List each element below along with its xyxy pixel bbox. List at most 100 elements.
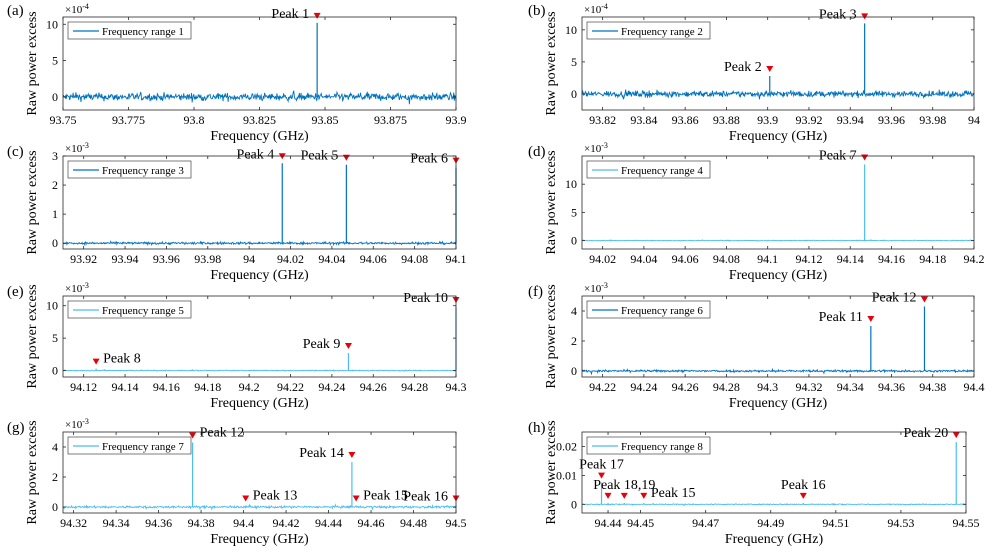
legend-box xyxy=(586,21,711,40)
panel-label: (c) xyxy=(7,144,24,160)
x-tick-label: 94.08 xyxy=(713,252,740,266)
legend-box xyxy=(586,436,711,455)
panel-e: (e) Peak 8 Peak 9 Peak 10 94.12 94.14 94.16 94.… xyxy=(7,281,467,411)
y-tick-label: 2 xyxy=(52,178,58,192)
y-exponent-base: ×10 xyxy=(65,143,83,155)
y-exponent-power: -3 xyxy=(82,417,89,426)
x-axis-label: Frequency (GHz) xyxy=(210,396,309,411)
peak-label: Peak 14 xyxy=(299,446,344,461)
x-axis-label: Frequency (GHz) xyxy=(725,532,824,547)
y-axis-label: Raw power excess xyxy=(25,150,40,254)
legend: Frequency range 6 xyxy=(586,300,711,319)
x-tick-label: 94.3 xyxy=(757,380,778,394)
x-tick-label: 93.94 xyxy=(112,252,139,266)
x-tick-label: 93.86 xyxy=(672,113,699,127)
peak-label: Peak 17 xyxy=(579,458,624,473)
x-tick-label: 93.96 xyxy=(878,113,905,127)
x-tick-label: 94.16 xyxy=(153,380,180,394)
y-exponent-base: ×10 xyxy=(584,283,602,295)
x-tick-label: 94.55 xyxy=(953,516,980,530)
noise-trace xyxy=(62,240,457,247)
panel-a: (a) Peak 1 93.75 93.775 93.8 93.825 93.85 93.87… xyxy=(7,2,467,144)
y-exponent: ×10-3 xyxy=(584,141,608,155)
x-tick-label: 94.18 xyxy=(194,380,221,394)
x-tick-label: 94.36 xyxy=(145,516,172,530)
peak-label: Peak 20 xyxy=(904,426,949,441)
x-tick-label: 93.98 xyxy=(194,252,221,266)
x-tick-label: 94.26 xyxy=(672,380,699,394)
peak-label: Peak 2 xyxy=(724,60,762,75)
x-tick-label: 94.06 xyxy=(672,252,699,266)
peak-label: Peak 8 xyxy=(103,352,141,367)
peak-label: Peak 11 xyxy=(819,310,863,325)
y-exponent: ×10-3 xyxy=(65,417,89,431)
y-tick-label: 5 xyxy=(571,55,577,69)
x-tick-label: 93.825 xyxy=(243,113,276,127)
peak-marker xyxy=(920,296,928,303)
x-tick-label: 94.06 xyxy=(360,252,387,266)
peak-marker xyxy=(344,343,352,350)
x-tick-label: 94.1 xyxy=(446,252,467,266)
y-tick-label: 0 xyxy=(571,497,577,511)
noise-trace xyxy=(62,90,457,105)
x-tick-label: 94.12 xyxy=(70,380,97,394)
peak-marker xyxy=(313,12,321,19)
y-tick-label: 0 xyxy=(571,87,577,101)
y-tick-label: 4 xyxy=(52,440,58,454)
x-tick-label: 93.875 xyxy=(374,113,407,127)
y-exponent: ×10-4 xyxy=(65,2,89,16)
panel-label: (b) xyxy=(528,3,546,19)
x-tick-label: 94.28 xyxy=(401,380,428,394)
peak-label: Peak 12 xyxy=(200,426,245,441)
y-exponent-power: -4 xyxy=(82,2,89,11)
y-tick-label: 10 xyxy=(46,299,58,313)
x-tick-label: 94.14 xyxy=(837,252,864,266)
legend-label: Frequency range 1 xyxy=(102,26,184,38)
x-tick-label: 94.48 xyxy=(400,516,427,530)
legend-label: Frequency range 3 xyxy=(102,165,184,177)
x-tick-label: 94.28 xyxy=(713,380,740,394)
x-tick-label: 94.3 xyxy=(446,380,467,394)
y-tick-label: 10 xyxy=(565,177,577,191)
y-exponent: ×10-3 xyxy=(584,281,608,295)
noise-trace xyxy=(581,238,975,242)
legend-label: Frequency range 5 xyxy=(102,305,184,317)
x-tick-label: 94.14 xyxy=(112,380,139,394)
panel-label: (e) xyxy=(7,284,24,300)
x-tick-label: 94.02 xyxy=(277,252,304,266)
peak-marker xyxy=(189,432,197,439)
x-tick-label: 94.18 xyxy=(919,252,946,266)
x-axis-label: Frequency (GHz) xyxy=(729,268,828,283)
y-exponent-power: -3 xyxy=(601,141,608,150)
y-tick-label: 1 xyxy=(52,207,58,221)
peak-marker xyxy=(861,13,869,20)
x-tick-label: 93.84 xyxy=(630,113,657,127)
axes-box xyxy=(581,155,975,250)
y-exponent-base: ×10 xyxy=(65,4,83,16)
legend: Frequency range 7 xyxy=(67,436,192,455)
y-exponent: ×10-3 xyxy=(65,281,89,295)
x-tick-label: 94.04 xyxy=(318,252,345,266)
axes-box xyxy=(62,155,457,250)
panel-label: (h) xyxy=(528,420,546,436)
legend: Frequency range 4 xyxy=(586,160,711,179)
x-tick-label: 93.775 xyxy=(112,113,145,127)
noise-trace xyxy=(581,89,975,100)
peak-label: Peak 3 xyxy=(819,7,857,22)
x-tick-label: 94.22 xyxy=(277,380,304,394)
x-tick-label: 94.16 xyxy=(878,252,905,266)
y-axis-label: Raw power excess xyxy=(544,420,559,524)
peak-label: Peak 1 xyxy=(271,7,309,22)
x-tick-label: 94.45 xyxy=(627,516,654,530)
x-tick-label: 94.4 xyxy=(233,516,254,530)
y-axis-label: Raw power excess xyxy=(25,284,40,388)
x-tick-label: 94.42 xyxy=(273,516,300,530)
x-tick-label: 94.44 xyxy=(595,516,622,530)
y-exponent-base: ×10 xyxy=(584,143,602,155)
peak-label: Peak 15 xyxy=(363,489,408,504)
legend-box xyxy=(67,21,192,40)
peak-label: Peak 6 xyxy=(410,152,448,167)
panel-label: (a) xyxy=(7,3,24,19)
x-tick-label: 94 xyxy=(968,113,980,127)
